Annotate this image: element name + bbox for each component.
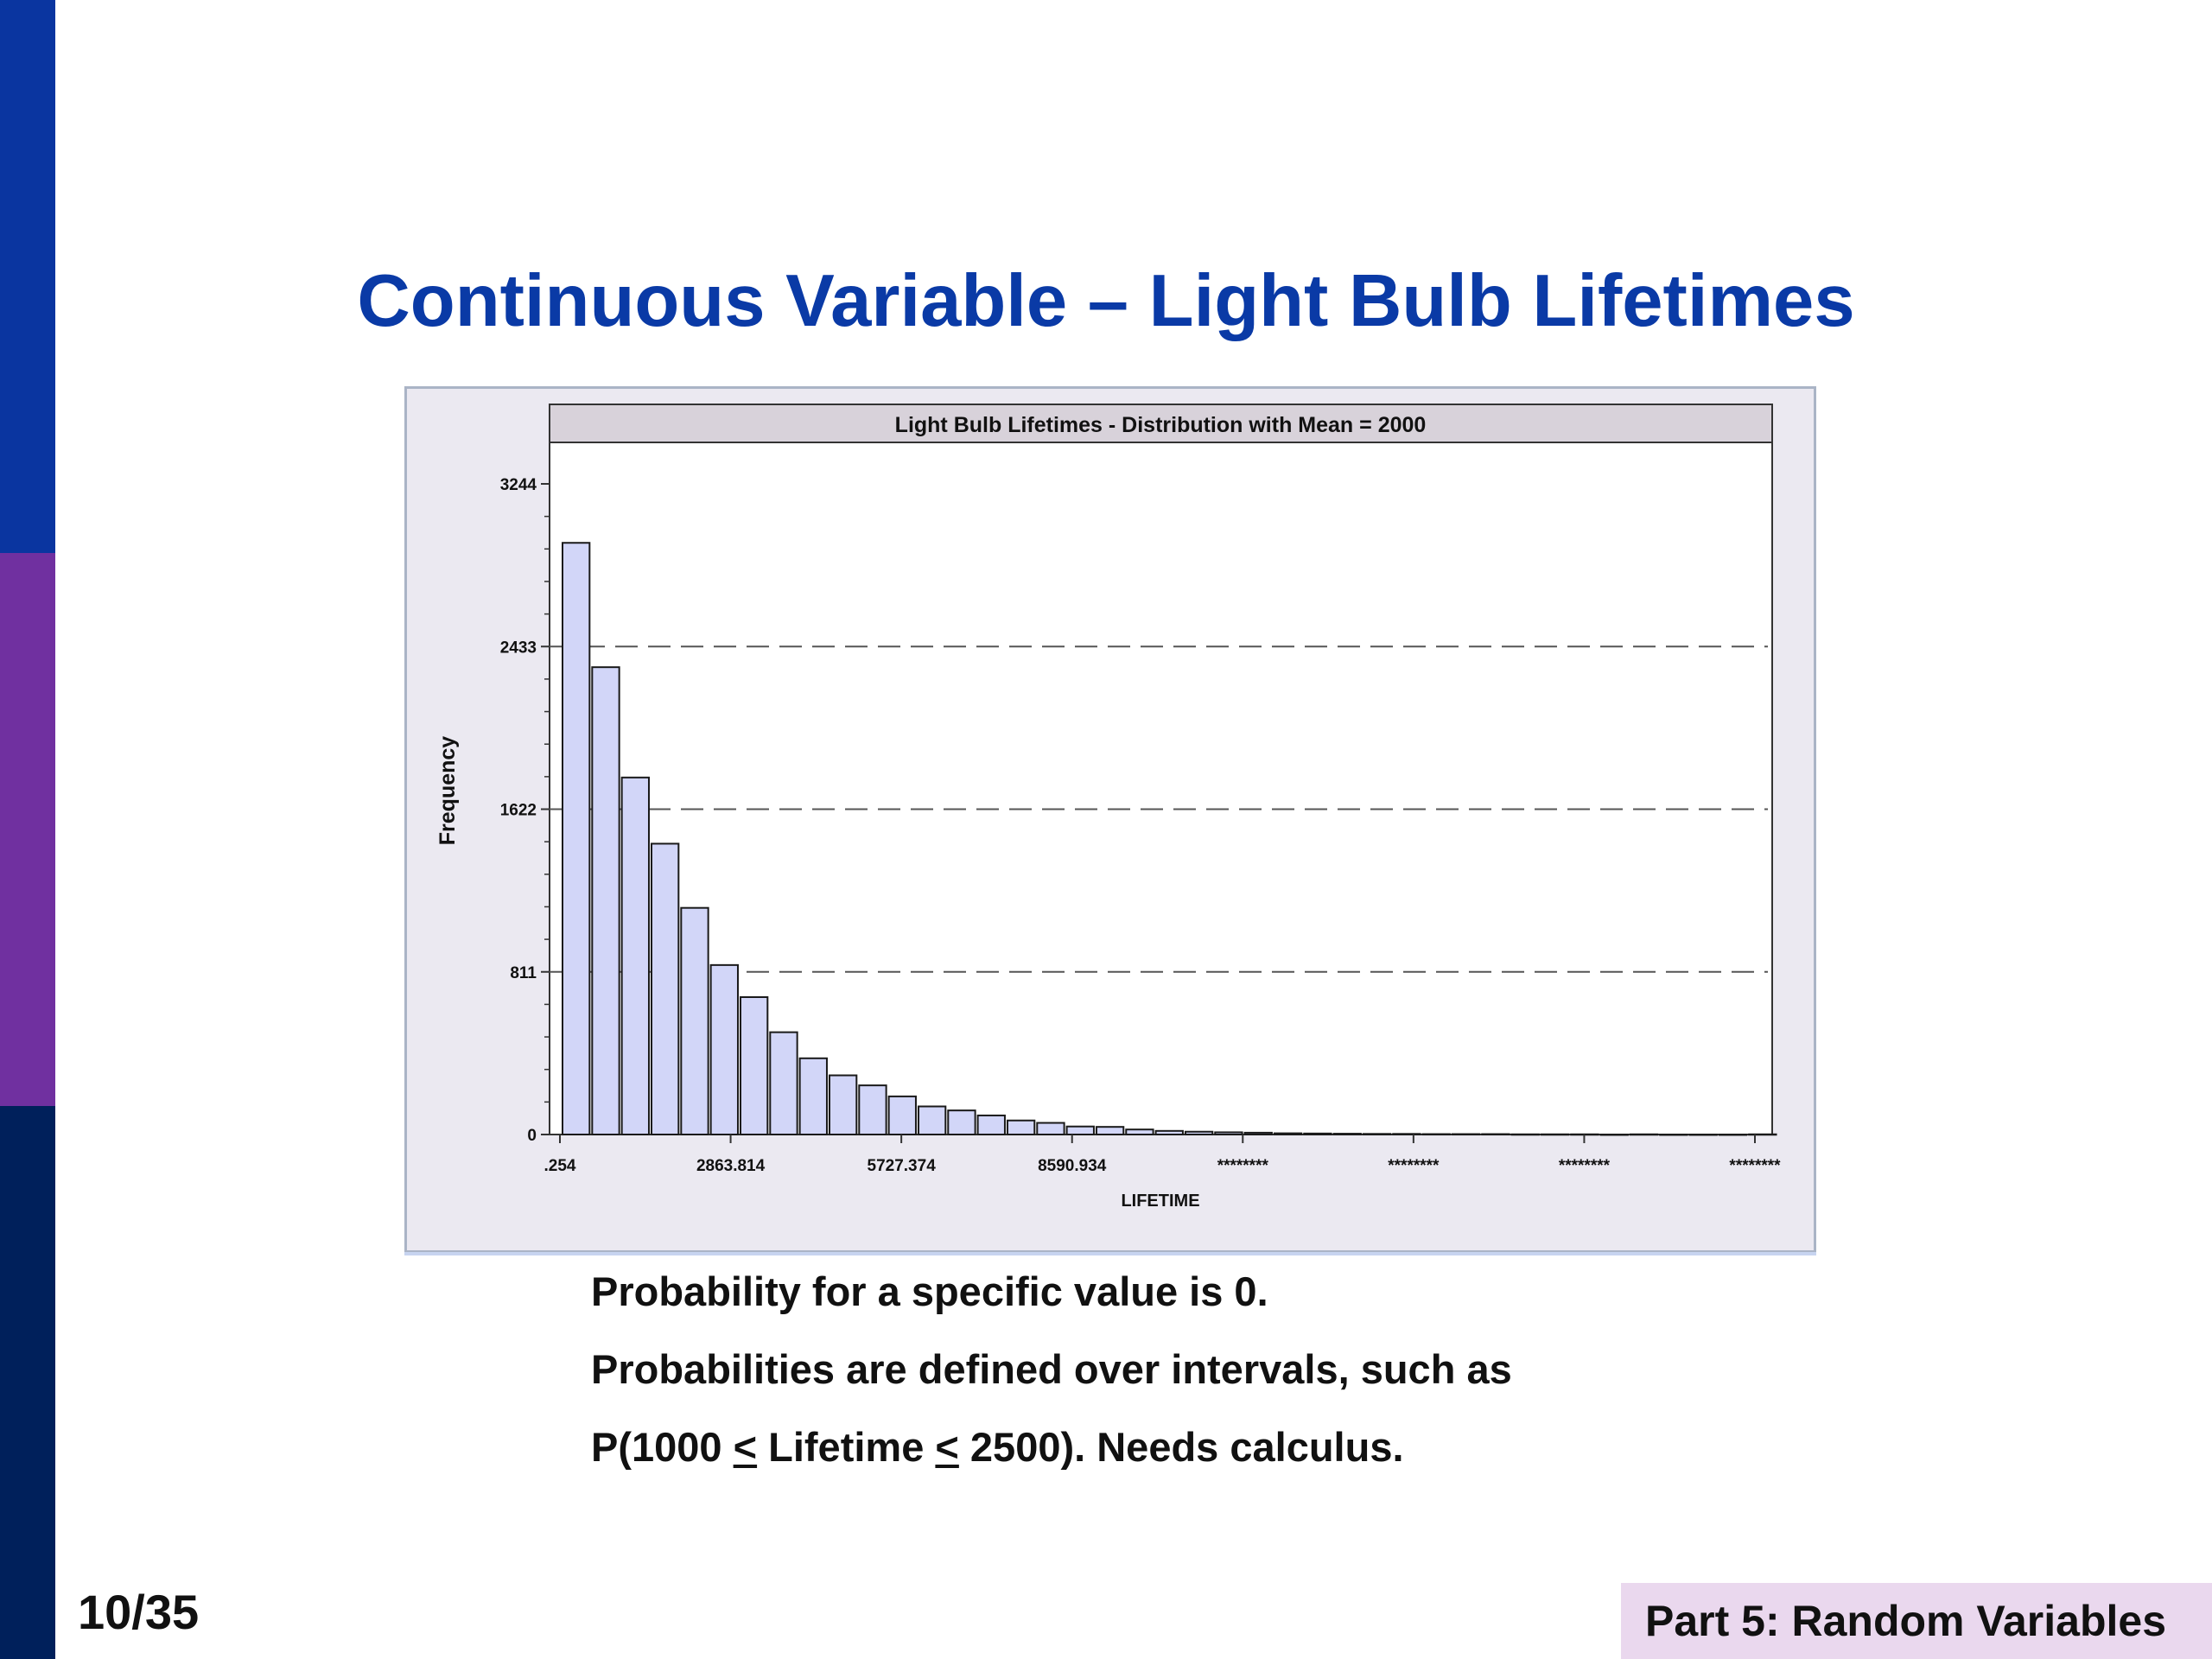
bars: [562, 542, 1777, 1136]
histogram-bar: [1065, 1125, 1095, 1135]
chart-title: Light Bulb Lifetimes - Distribution with…: [895, 413, 1427, 437]
x-tick-label: .254: [544, 1157, 576, 1175]
y-tick-label: 0: [527, 1127, 537, 1145]
histogram-bar: [769, 1031, 798, 1135]
histogram-bar: [680, 906, 709, 1135]
histogram-bar: [1243, 1131, 1273, 1135]
chart-title-bar: [549, 404, 1773, 443]
text-line-3-start: P(1000: [591, 1424, 734, 1470]
histogram-bar: [1154, 1129, 1184, 1136]
histogram-bar: [1332, 1133, 1362, 1136]
text-line-3-middle: Lifetime: [757, 1424, 936, 1470]
y-tick-label: 2433: [500, 639, 537, 657]
x-tick-label: 8590.934: [1038, 1157, 1107, 1175]
histogram-bar: [739, 995, 769, 1136]
histogram-bar: [1303, 1132, 1332, 1136]
histogram-svg: Light Bulb Lifetimes - Distribution with…: [435, 404, 1781, 1211]
sidebar-band-blue: [0, 0, 55, 553]
sidebar-band-purple: [0, 553, 55, 1106]
y-tick-label: 3244: [500, 476, 537, 494]
footer-section-label: Part 5: Random Variables: [1621, 1583, 2212, 1659]
histogram-bar: [1006, 1119, 1036, 1135]
histogram-bar: [709, 963, 739, 1136]
histogram-bar: [591, 666, 620, 1135]
histogram-bar: [1214, 1131, 1243, 1135]
x-tick-label: ********: [1559, 1157, 1611, 1175]
x-tick-label: ********: [1388, 1157, 1440, 1175]
histogram-bar: [1095, 1126, 1125, 1135]
x-axis-label: LIFETIME: [1121, 1192, 1199, 1211]
y-axis-label: Frequency: [435, 736, 460, 846]
histogram-chart: Light Bulb Lifetimes - Distribution with…: [404, 386, 1816, 1255]
x-tick-label: ********: [1729, 1157, 1781, 1175]
x-tick-label: 2863.814: [696, 1157, 766, 1175]
histogram-bar: [1362, 1133, 1392, 1136]
histogram-bar: [1036, 1122, 1065, 1135]
sidebar-band-navy: [0, 1106, 55, 1659]
histogram-bar: [858, 1084, 887, 1135]
body-text: Probability for a specific value is 0. P…: [591, 1262, 1512, 1495]
histogram-bar: [917, 1105, 947, 1136]
y-tick-label: 1622: [500, 802, 537, 820]
text-line-3-end: 2500). Needs calculus.: [958, 1424, 1404, 1470]
histogram-bar: [798, 1057, 828, 1135]
x-tick-label: ********: [1217, 1157, 1269, 1175]
page-number: 10/35: [78, 1585, 200, 1639]
histogram-bar: [1184, 1130, 1214, 1135]
histogram-bar: [828, 1074, 858, 1135]
sidebar-color-strip: [0, 0, 55, 1659]
histogram-bar: [1125, 1128, 1154, 1135]
gridlines: [550, 645, 1768, 973]
y-tick-label: 811: [510, 964, 537, 982]
text-line-2: Probabilities are defined over intervals…: [591, 1346, 1512, 1392]
histogram-bar: [976, 1114, 1006, 1136]
histogram-bar: [947, 1109, 976, 1136]
histogram-bar: [650, 842, 680, 1136]
histogram-bar: [620, 776, 650, 1135]
histogram-bar: [562, 542, 591, 1135]
histogram-bar: [1273, 1132, 1303, 1136]
text-line-1: Probability for a specific value is 0.: [591, 1268, 1268, 1314]
less-equal-symbol: <: [733, 1424, 758, 1470]
histogram-bar: [1392, 1133, 1421, 1136]
histogram-bar: [887, 1095, 917, 1135]
slide-title: Continuous Variable – Light Bulb Lifetim…: [357, 260, 1855, 342]
x-tick-label: 5727.374: [868, 1157, 937, 1175]
text-line-3: P(1000 < Lifetime < 2500). Needs calculu…: [591, 1417, 1512, 1495]
less-equal-symbol: <: [935, 1424, 959, 1470]
axes: 0 811 1622 2433 3244 .254 2863.814 5727.374 8590…: [500, 476, 1781, 1175]
